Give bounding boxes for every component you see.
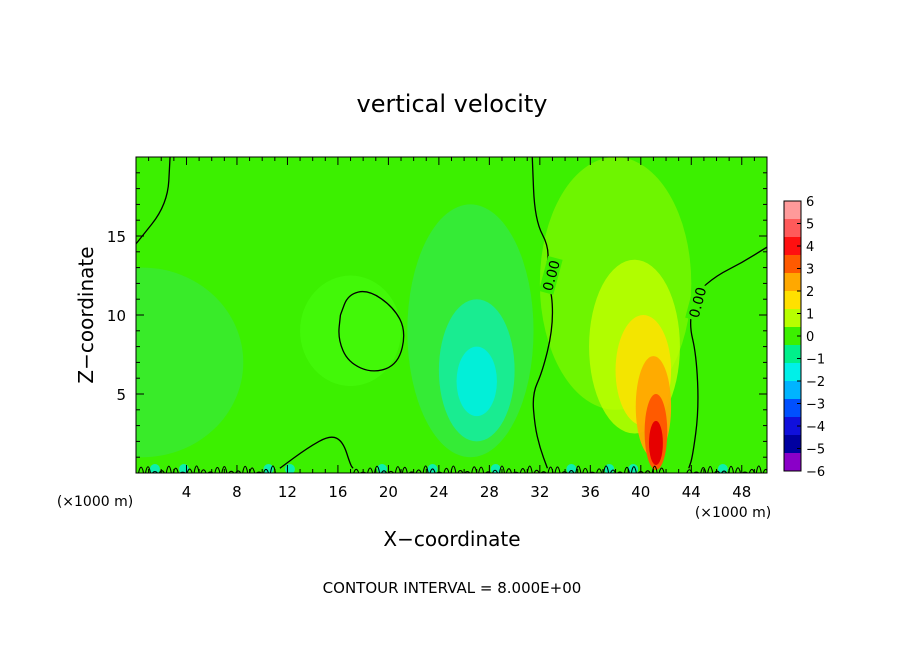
x-unit-left: (×1000 m) (57, 494, 133, 510)
colorbar-level-label: −1 (806, 353, 825, 368)
colorbar-level-label: −4 (806, 420, 825, 435)
colorbar-level-label: −2 (806, 375, 825, 390)
colorbar-level-label: 0 (806, 330, 814, 345)
colorbar-swatch (784, 381, 801, 400)
surface-spot (717, 464, 728, 473)
x-tick-label: 28 (480, 483, 499, 501)
surface-spot (149, 464, 160, 473)
x-unit-right: (×1000 m) (695, 505, 771, 521)
zero-contour-left-surface-bump (279, 436, 354, 469)
contour-label-text: 0.00 (687, 285, 711, 319)
plot-area: 0.00 0.00 (135, 156, 768, 474)
y-tick-labels: 5 10 15 (107, 228, 126, 404)
colorbar-swatch (784, 345, 801, 364)
colorbar-level-label: 1 (806, 308, 814, 323)
y-tick-label: 5 (116, 386, 126, 404)
contour-label-text: 0.00 (540, 259, 564, 293)
contour-label: 0.00 (538, 256, 564, 295)
x-tick-label: 12 (278, 483, 297, 501)
axis-ticks (136, 157, 767, 473)
contour-label: 0.00 (685, 282, 711, 322)
colorbar-swatch (784, 399, 801, 418)
colorbar-swatch (784, 453, 801, 472)
colorbar-swatch (784, 291, 801, 310)
x-tick-label: 4 (182, 483, 192, 501)
colorbar-swatch (784, 273, 801, 292)
x-tick-label: 36 (581, 483, 600, 501)
y-tick-label: 10 (107, 307, 126, 325)
colorbar-level-label: −5 (806, 443, 825, 458)
colorbar-level-label: 6 (806, 195, 814, 210)
x-tick-labels: 4 8 12 16 20 24 28 32 36 40 44 48 (182, 483, 752, 501)
zero-contour-central-line (531, 157, 554, 469)
colorbar-level-label: 2 (806, 285, 814, 300)
x-tick-label: 24 (429, 483, 448, 501)
x-tick-label: 16 (328, 483, 347, 501)
colorbar-swatch (784, 435, 801, 454)
x-tick-label: 20 (379, 483, 398, 501)
colorbar-swatch (784, 417, 801, 436)
colorbar-labels: 6 5 4 3 2 1 0 −1 −2 −3 −4 −5 −6 (806, 195, 825, 480)
contour-field (136, 157, 767, 473)
zero-contour-left-boundary (136, 157, 171, 245)
zero-contours: 0.00 0.00 (136, 157, 767, 473)
chart-title: vertical velocity (357, 90, 548, 118)
colorbar-swatch (784, 309, 801, 328)
colorbar-level-label: 4 (806, 240, 814, 255)
weak-downdraft-left (136, 267, 244, 458)
x-tick-label: 8 (232, 483, 242, 501)
colorbar-swatch (784, 255, 801, 274)
colorbar-swatch (784, 201, 801, 220)
surface-spot (490, 464, 501, 473)
contour-interval-text: CONTOUR INTERVAL = 8.000E+00 (323, 579, 582, 597)
weak-updraft-loop (300, 275, 402, 387)
colorbar-level-label: −6 (806, 465, 825, 480)
colorbar-swatch (784, 327, 801, 346)
x-axis-label: X−coordinate (383, 527, 520, 551)
surface-spot (566, 464, 577, 473)
x-tick-label: 44 (682, 483, 701, 501)
x-tick-label: 32 (530, 483, 549, 501)
downdraft-core (456, 346, 497, 417)
colorbar-level-label: −3 (806, 398, 825, 413)
colorbar-level-label: 3 (806, 263, 814, 278)
y-tick-label: 15 (107, 228, 126, 246)
x-tick-label: 48 (732, 483, 751, 501)
colorbar-level-label: 5 (806, 218, 814, 233)
colorbar-swatch (784, 363, 801, 382)
colorbar (783, 200, 802, 472)
colorbar-swatch (784, 219, 801, 238)
zero-contour-closed-loop (338, 290, 405, 372)
colorbar-swatch (784, 237, 801, 256)
x-tick-label: 40 (631, 483, 650, 501)
y-axis-label: Z−coordinate (74, 246, 98, 383)
zero-contour-surface-noise (137, 465, 767, 473)
updraft-core (649, 420, 663, 466)
